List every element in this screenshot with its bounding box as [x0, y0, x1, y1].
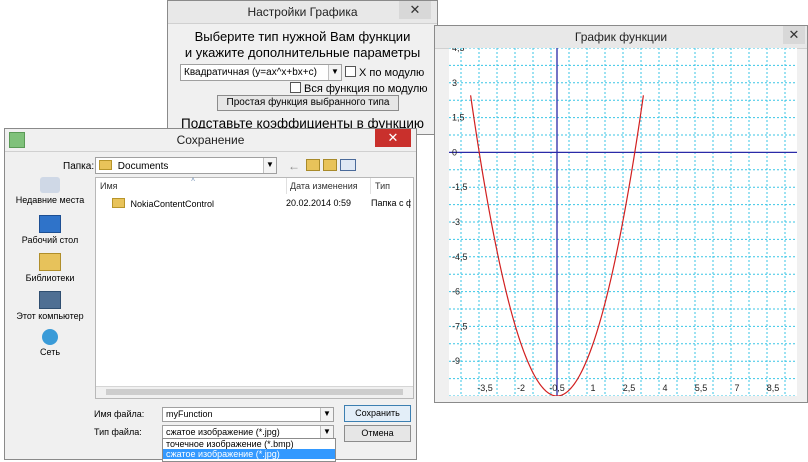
graph-title: График функции — [574, 30, 668, 44]
place-computer[interactable]: Этот компьютер — [11, 291, 89, 329]
graph-close-button[interactable]: ✕ — [783, 26, 805, 44]
folder-icon — [99, 160, 112, 170]
filename-label: Имя файла: — [94, 409, 145, 419]
recent-places-icon — [40, 177, 60, 193]
column-type[interactable]: Тип — [375, 181, 391, 191]
chevron-down-icon[interactable]: ▼ — [320, 408, 333, 421]
checkbox-box[interactable] — [345, 66, 356, 77]
place-computer-label: Этот компьютер — [16, 311, 84, 321]
x-tick-label: 4 — [662, 383, 667, 393]
function-type-select[interactable]: Квадратичная (y=ax^x+bx+c) ▼ — [180, 64, 342, 81]
function-chart: -3,5 -2 -0,5 1 2,5 4 5,5 7 8,5 4,5 3 1,5 0 -1,5 -3 -4,5… — [449, 43, 797, 397]
filename-value: myFunction — [166, 409, 213, 419]
x-tick-label: 1 — [590, 383, 595, 393]
graph-titlebar[interactable]: График функции ✕ — [435, 26, 807, 49]
computer-icon — [39, 291, 61, 309]
x-tick-label: 7 — [734, 383, 739, 393]
back-icon[interactable]: ← — [288, 159, 300, 173]
place-recent-label: Недавние места — [15, 195, 85, 205]
folder-value: Documents — [117, 161, 169, 172]
folder-select[interactable]: Documents ▼ — [95, 157, 277, 174]
place-network[interactable]: Сеть — [11, 329, 89, 367]
sort-caret-icon: ˄ — [191, 177, 196, 184]
save-button[interactable]: Сохранить — [344, 405, 411, 422]
chevron-down-icon[interactable]: ▼ — [320, 426, 333, 438]
desktop-icon — [39, 215, 61, 233]
column-date[interactable]: Дата изменения — [286, 178, 371, 194]
graph-window: График функции ✕ -3,5 -2 -0,5 1 2,5 4 5,5 7 8,5 4… — [434, 25, 808, 403]
x-tick-label: 5,5 — [695, 383, 708, 393]
horizontal-scrollbar[interactable] — [96, 386, 413, 398]
up-folder-icon[interactable] — [306, 159, 320, 171]
place-network-label: Сеть — [39, 347, 61, 357]
app-icon — [9, 132, 25, 148]
y-tick-label: -4,5 — [452, 252, 468, 262]
x-tick-label: 8,5 — [767, 383, 780, 393]
x-tick-label: -3,5 — [477, 383, 493, 393]
filetype-dropdown[interactable]: точечное изображение (*.bmp) сжатое изоб… — [162, 438, 336, 462]
row-type: Папка с ф — [371, 198, 411, 208]
filetype-value: сжатое изображение (*.jpg) — [166, 427, 280, 437]
settings-close-button[interactable]: ✕ — [399, 1, 431, 19]
save-titlebar[interactable]: Сохранение ✕ — [5, 129, 416, 152]
filetype-option-bmp[interactable]: точечное изображение (*.bmp) — [166, 439, 294, 449]
function-type-value: Квадратичная (y=ax^x+bx+c) — [184, 67, 317, 78]
y-tick-label: 4,5 — [452, 48, 465, 53]
filetype-option-jpg[interactable]: сжатое изображение (*.jpg) — [163, 449, 335, 459]
place-libraries[interactable]: Библиотеки — [11, 253, 89, 291]
row-name: NokiaContentControl — [130, 199, 215, 209]
save-close-button[interactable]: ✕ — [375, 129, 411, 147]
save-dialog: Сохранение ✕ Папка: Documents ▼ ← Недавн… — [4, 128, 417, 462]
simple-function-button[interactable]: Простая функция выбранного типа — [217, 95, 399, 111]
x-tick-label: -0,5 — [549, 383, 565, 393]
y-tick-label: -1,5 — [452, 182, 468, 192]
x-abs-label: X по модулю — [359, 67, 425, 79]
table-row[interactable]: NokiaContentControl — [112, 198, 214, 209]
chevron-down-icon[interactable]: ▼ — [328, 65, 341, 80]
plot-area: -3,5 -2 -0,5 1 2,5 4 5,5 7 8,5 4,5 3 1,5 0 -1,5 -3 -4,5… — [449, 43, 797, 397]
whole-abs-label: Вся функция по модулю — [304, 83, 428, 95]
folder-icon — [112, 198, 125, 208]
y-tick-label: -9 — [452, 356, 460, 366]
cancel-button[interactable]: Отмена — [344, 425, 411, 442]
places-bar: Недавние места Рабочий стол Библиотеки Э… — [11, 177, 89, 367]
file-list[interactable]: Имя Дата изменения Тип ˄ NokiaContentCon… — [95, 177, 414, 399]
y-tick-label: 3 — [452, 78, 457, 88]
y-tick-label: 1,5 — [452, 113, 465, 123]
y-tick-label: -3 — [452, 217, 460, 227]
row-date: 20.02.2014 0:59 — [286, 198, 352, 208]
settings-titlebar[interactable]: Настройки Графика ✕ — [168, 1, 437, 24]
new-folder-icon[interactable] — [323, 159, 337, 171]
x-tick-label: 2,5 — [623, 383, 636, 393]
filetype-label: Тип файла: — [94, 427, 142, 437]
place-libraries-label: Библиотеки — [25, 273, 75, 283]
settings-heading-line1: Выберите тип нужной Вам функции — [194, 29, 411, 44]
filetype-select[interactable]: сжатое изображение (*.jpg) ▼ — [162, 425, 334, 439]
place-desktop[interactable]: Рабочий стол — [11, 215, 89, 253]
coef-heading: Подставьте коэффициенты в функцию — [181, 116, 424, 131]
column-name[interactable]: Имя — [96, 178, 287, 194]
view-menu-icon[interactable] — [340, 159, 356, 171]
y-tick-label: -7,5 — [452, 321, 468, 331]
checkbox-box[interactable] — [290, 82, 301, 93]
save-title: Сохранение — [176, 133, 245, 147]
chevron-down-icon[interactable]: ▼ — [263, 158, 276, 173]
place-recent[interactable]: Недавние места — [11, 177, 89, 215]
place-desktop-label: Рабочий стол — [21, 235, 79, 245]
whole-abs-checkbox[interactable]: Вся функция по модулю — [290, 82, 428, 95]
settings-window: Настройки Графика ✕ Выберите тип нужной … — [167, 0, 438, 135]
filename-input[interactable]: myFunction ▼ — [162, 407, 334, 422]
settings-title: Настройки Графика — [247, 5, 358, 19]
folder-label: Папка: — [63, 161, 95, 172]
network-icon — [42, 329, 58, 345]
scrollbar-thumb[interactable] — [106, 389, 403, 395]
y-tick-label: -6 — [452, 287, 460, 297]
x-abs-checkbox[interactable]: X по модулю — [345, 66, 424, 79]
libraries-icon — [39, 253, 61, 271]
x-tick-label: -2 — [517, 383, 525, 393]
settings-heading-line2: и укажите дополнительные параметры — [184, 45, 421, 60]
y-tick-label: 0 — [452, 147, 457, 157]
